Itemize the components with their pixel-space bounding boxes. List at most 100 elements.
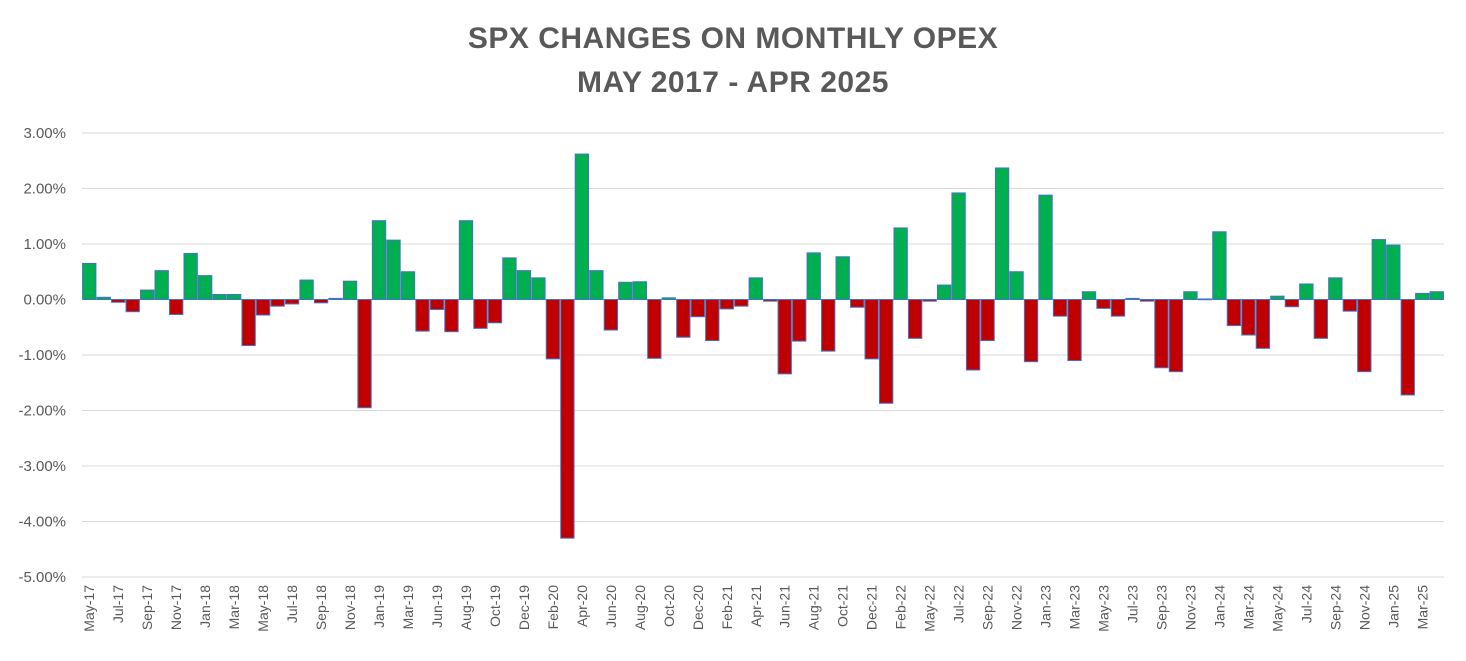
x-tick-label: Jul-24 xyxy=(1298,585,1314,623)
x-tick-label: Jan-24 xyxy=(1211,585,1227,628)
x-tick-label: Sep-18 xyxy=(313,585,329,630)
bar xyxy=(965,299,981,371)
bar xyxy=(878,299,894,404)
bar xyxy=(502,257,517,300)
x-tick-label: Aug-19 xyxy=(458,585,474,630)
bar xyxy=(1154,299,1169,369)
bar xyxy=(473,299,488,329)
x-tick-label: Apr-20 xyxy=(574,585,590,627)
bar xyxy=(531,277,546,301)
bar xyxy=(661,297,676,300)
x-tick-label: Jan-18 xyxy=(197,585,213,628)
bar xyxy=(574,153,590,300)
bar xyxy=(980,299,995,342)
bar xyxy=(734,299,749,307)
chart-title: SPX CHANGES ON MONTHLY OPEX xyxy=(467,22,999,55)
bar xyxy=(241,299,256,347)
bar xyxy=(1023,299,1039,363)
bar xyxy=(1009,271,1024,300)
x-tick-label: May-23 xyxy=(1096,585,1112,632)
x-tick-label: Oct-21 xyxy=(835,585,851,627)
bar xyxy=(603,299,619,331)
bar xyxy=(806,252,821,301)
bar xyxy=(169,299,184,315)
bar xyxy=(893,227,908,300)
bar xyxy=(270,299,285,307)
bar xyxy=(1183,291,1198,301)
bar xyxy=(676,299,691,338)
bar xyxy=(1386,244,1401,300)
x-tick-label: Jan-25 xyxy=(1385,585,1401,628)
bar xyxy=(111,299,126,303)
x-tick-label: Mar-25 xyxy=(1414,585,1430,630)
bar xyxy=(705,299,720,342)
bar xyxy=(1081,291,1097,301)
bar xyxy=(1328,277,1343,301)
x-tick-label: Mar-18 xyxy=(226,585,242,630)
bar xyxy=(299,279,314,301)
x-tick-label: Nov-22 xyxy=(1009,585,1025,630)
x-tick-label: Aug-20 xyxy=(632,585,648,630)
bar xyxy=(1125,297,1140,301)
bar xyxy=(154,270,169,301)
bar xyxy=(821,299,836,352)
bar xyxy=(719,299,734,310)
x-tick-label: Nov-23 xyxy=(1182,585,1198,630)
x-tick-label: Jan-19 xyxy=(371,585,387,628)
x-tick-label: Jul-22 xyxy=(951,585,967,623)
bar xyxy=(284,299,300,305)
bar xyxy=(1270,295,1285,301)
bar xyxy=(1255,299,1271,349)
bar xyxy=(313,299,329,304)
y-tick-label: 0.00% xyxy=(23,292,66,309)
x-tick-label: Feb-21 xyxy=(719,585,735,630)
x-tick-label: Jul-23 xyxy=(1124,585,1140,623)
bar xyxy=(328,297,343,301)
y-tick-label: -2.00% xyxy=(18,403,66,420)
x-tick-label: Oct-20 xyxy=(661,585,677,627)
bar xyxy=(618,281,633,301)
bar xyxy=(1212,231,1227,300)
x-tick-label: Sep-23 xyxy=(1153,585,1169,630)
bar xyxy=(936,284,952,301)
bar xyxy=(429,299,445,310)
bar xyxy=(1096,299,1111,309)
bar xyxy=(400,271,416,300)
bar xyxy=(1038,194,1053,300)
x-tick-label: Jul-17 xyxy=(110,585,126,623)
bar xyxy=(1067,299,1082,362)
bar xyxy=(1415,292,1430,300)
chart-subtitle: MAY 2017 - APR 2025 xyxy=(577,66,889,99)
bar xyxy=(1139,299,1155,302)
bar xyxy=(907,299,923,339)
bar xyxy=(125,299,140,313)
x-tick-label: May-18 xyxy=(255,585,271,632)
bar xyxy=(690,299,705,318)
bar xyxy=(560,299,575,539)
y-tick-label: 2.00% xyxy=(23,181,66,198)
x-tick-label: May-24 xyxy=(1269,585,1285,632)
bar xyxy=(922,299,937,302)
bar xyxy=(850,299,865,308)
bar xyxy=(371,220,387,300)
bar xyxy=(1241,299,1256,336)
bar xyxy=(864,299,879,360)
x-tick-label: Jul-18 xyxy=(284,585,300,623)
bar xyxy=(96,296,111,300)
bar xyxy=(1357,299,1372,373)
bar xyxy=(1299,283,1314,300)
x-tick-label: Feb-22 xyxy=(893,585,909,630)
bar xyxy=(140,289,155,301)
bar xyxy=(647,299,662,359)
bar xyxy=(458,220,474,300)
bar xyxy=(1371,239,1386,300)
bar xyxy=(1226,299,1242,327)
bar xyxy=(792,299,807,342)
bar xyxy=(1284,299,1300,308)
y-tick-label: 1.00% xyxy=(23,236,66,253)
bar xyxy=(183,252,198,300)
x-tick-label: Feb-20 xyxy=(545,585,561,630)
bar xyxy=(357,299,372,409)
x-tick-label: May-22 xyxy=(922,585,938,632)
